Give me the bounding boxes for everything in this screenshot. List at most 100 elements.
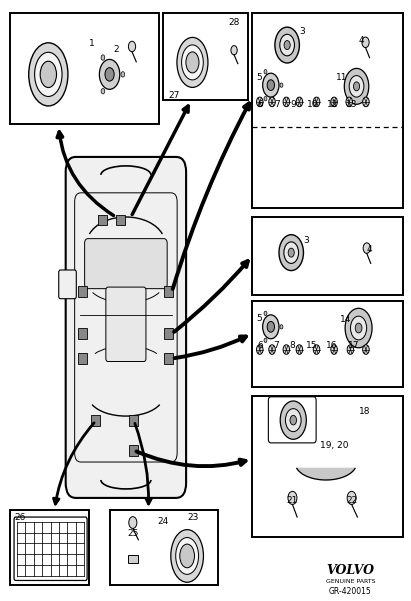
Text: 6: 6 — [258, 100, 263, 109]
Circle shape — [121, 72, 125, 77]
Circle shape — [313, 345, 320, 355]
Circle shape — [284, 242, 298, 263]
Text: 8: 8 — [289, 341, 295, 350]
Circle shape — [269, 97, 275, 106]
Circle shape — [264, 70, 267, 74]
Circle shape — [296, 97, 302, 106]
Text: 13: 13 — [346, 100, 358, 109]
Ellipse shape — [175, 537, 199, 575]
Circle shape — [353, 82, 360, 91]
Text: 3: 3 — [303, 236, 309, 245]
Text: 18: 18 — [358, 407, 370, 416]
Circle shape — [355, 323, 362, 333]
FancyBboxPatch shape — [59, 270, 76, 299]
Circle shape — [129, 517, 137, 528]
Ellipse shape — [40, 61, 56, 88]
Bar — [252, 217, 404, 294]
Circle shape — [283, 345, 290, 355]
Circle shape — [263, 73, 279, 97]
Circle shape — [280, 401, 306, 439]
Circle shape — [283, 97, 290, 106]
Circle shape — [231, 46, 237, 55]
Bar — [129, 415, 139, 426]
Circle shape — [101, 55, 105, 60]
Circle shape — [284, 41, 290, 49]
Bar — [163, 13, 248, 100]
Circle shape — [288, 492, 297, 504]
FancyBboxPatch shape — [106, 287, 146, 362]
Bar — [99, 215, 107, 225]
Circle shape — [280, 325, 283, 329]
Circle shape — [267, 322, 275, 332]
Text: 16: 16 — [326, 341, 337, 350]
Ellipse shape — [180, 544, 194, 568]
Circle shape — [331, 345, 337, 355]
Circle shape — [347, 492, 356, 504]
Bar — [252, 300, 404, 387]
Circle shape — [275, 27, 299, 63]
Text: 2: 2 — [114, 44, 119, 53]
Circle shape — [105, 68, 114, 81]
Text: 26: 26 — [14, 513, 26, 522]
Circle shape — [313, 97, 320, 106]
Text: 25: 25 — [127, 529, 139, 538]
Circle shape — [264, 96, 267, 101]
Text: 3: 3 — [299, 27, 305, 36]
Circle shape — [256, 97, 263, 106]
Circle shape — [290, 415, 296, 425]
Bar — [128, 555, 138, 563]
Bar — [110, 510, 218, 585]
Circle shape — [363, 345, 369, 355]
Circle shape — [256, 345, 263, 355]
Ellipse shape — [186, 52, 199, 73]
Text: 4: 4 — [358, 36, 364, 44]
Circle shape — [269, 345, 275, 355]
Text: 11: 11 — [336, 73, 348, 82]
Text: 9: 9 — [291, 100, 296, 109]
Bar — [129, 445, 139, 456]
Ellipse shape — [29, 43, 68, 106]
Text: 15: 15 — [305, 341, 317, 350]
Circle shape — [285, 409, 301, 432]
Circle shape — [331, 97, 337, 106]
Circle shape — [296, 345, 302, 355]
Text: 19, 20: 19, 20 — [320, 441, 348, 450]
Text: 5: 5 — [256, 314, 262, 323]
Circle shape — [128, 41, 136, 52]
Text: 14: 14 — [340, 315, 351, 324]
Circle shape — [288, 248, 294, 257]
Bar — [164, 353, 173, 364]
Circle shape — [280, 34, 295, 56]
Text: 5: 5 — [256, 73, 262, 82]
Text: 10: 10 — [307, 100, 318, 109]
Text: 12: 12 — [327, 100, 339, 109]
Circle shape — [264, 311, 267, 316]
Circle shape — [351, 316, 367, 340]
Bar — [252, 396, 404, 537]
Ellipse shape — [182, 45, 203, 80]
Text: VOLVO: VOLVO — [326, 564, 374, 578]
Ellipse shape — [177, 37, 208, 87]
Text: 17: 17 — [349, 341, 360, 350]
Circle shape — [264, 338, 267, 343]
Circle shape — [363, 97, 369, 106]
Polygon shape — [297, 468, 355, 480]
Bar — [79, 353, 88, 364]
Text: 21: 21 — [286, 496, 298, 505]
Text: 6: 6 — [258, 341, 263, 350]
Circle shape — [279, 235, 303, 270]
Text: 22: 22 — [346, 496, 358, 505]
Bar — [9, 13, 159, 124]
Circle shape — [362, 37, 369, 47]
Bar — [164, 328, 173, 339]
Ellipse shape — [35, 52, 62, 97]
Text: 7: 7 — [273, 341, 279, 350]
Text: 7: 7 — [274, 100, 280, 109]
Circle shape — [347, 345, 354, 355]
Circle shape — [101, 88, 105, 94]
Bar — [91, 415, 100, 426]
Circle shape — [345, 308, 372, 348]
FancyBboxPatch shape — [85, 239, 167, 288]
Bar — [252, 13, 404, 208]
Circle shape — [363, 243, 370, 254]
